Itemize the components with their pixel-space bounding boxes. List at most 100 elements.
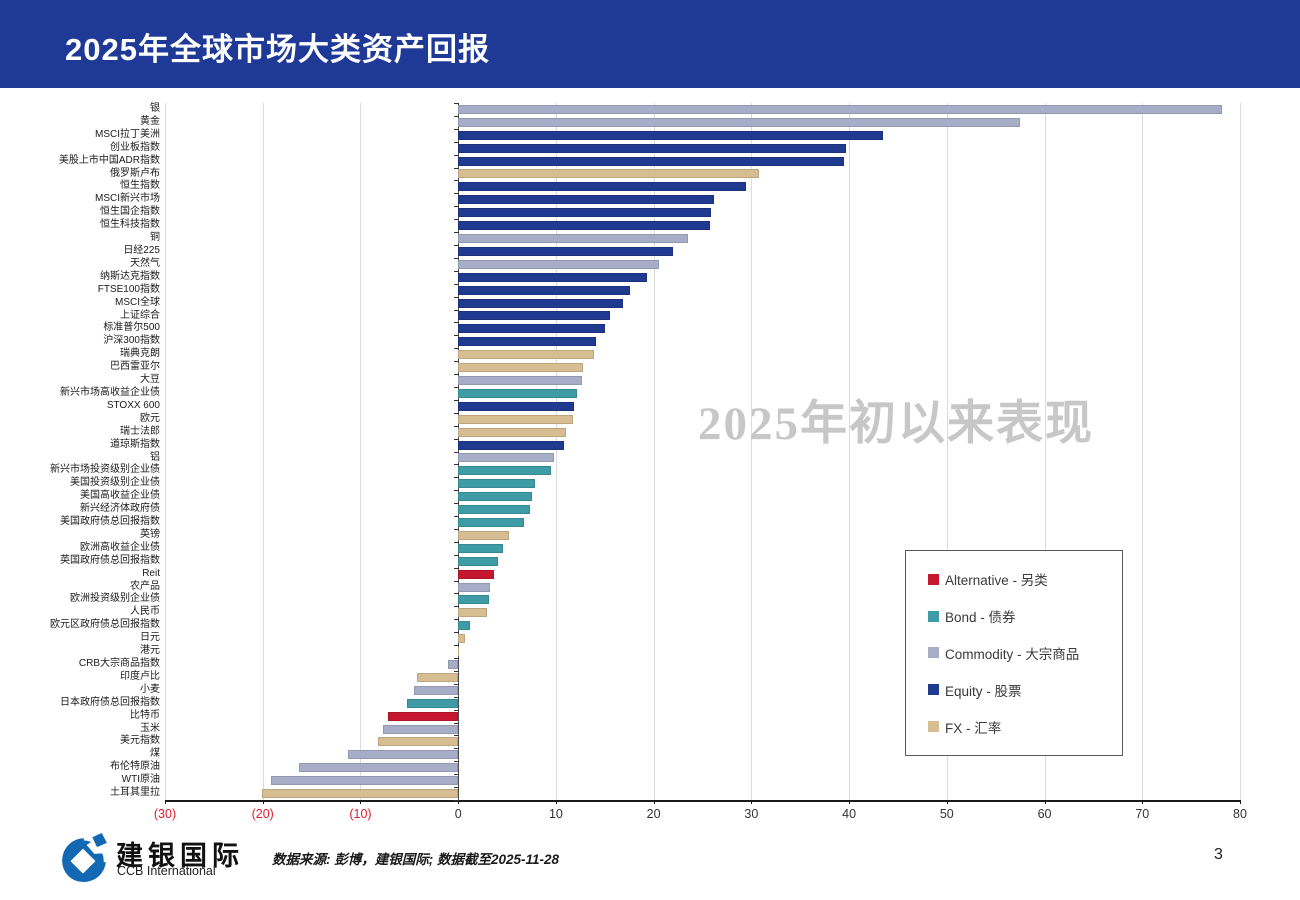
x-tick-label: (20) xyxy=(251,807,274,821)
category-axis-tick xyxy=(454,619,460,621)
category-axis-tick xyxy=(454,477,460,479)
bar-equity xyxy=(458,337,596,347)
x-axis-tick xyxy=(1142,800,1144,804)
category-axis-tick xyxy=(454,348,460,350)
bar-commodity xyxy=(414,685,459,695)
category-label: 人民币 xyxy=(130,606,160,618)
x-tick-label: (30) xyxy=(153,807,177,821)
bar-bond xyxy=(458,595,490,605)
bar-bond xyxy=(458,543,504,553)
category-label: 英镑 xyxy=(140,528,160,540)
category-label: 农产品 xyxy=(130,580,160,592)
bar-chart: (30) (20) (10) 0 10 20 30 40 50 60 70 80 银黄金 MSCI拉丁美洲… xyxy=(0,88,1300,828)
category-label: 英国政府债总回报指数 xyxy=(60,554,160,566)
bar-alternative xyxy=(458,569,495,579)
bar-equity xyxy=(458,143,847,153)
gridline xyxy=(653,103,655,800)
legend-item-alternative: Alternative - 另类 xyxy=(928,569,1122,589)
category-axis-tick xyxy=(454,103,460,104)
x-tick-label: 50 xyxy=(939,807,954,821)
category-label: 银 xyxy=(150,103,160,114)
legend-item-equity: Equity - 股票 xyxy=(928,680,1122,700)
category-axis-tick xyxy=(454,283,460,285)
category-label: 新兴市场高收益企业债 xyxy=(60,386,160,398)
category-label: 日经225 xyxy=(123,244,160,256)
bar-equity xyxy=(458,221,711,231)
category-axis-tick xyxy=(454,683,460,685)
x-tick-label: 20 xyxy=(646,807,661,821)
legend-swatch-icon xyxy=(928,573,939,585)
category-label: 恒生科技指数 xyxy=(100,219,160,231)
category-label: 标准普尔500 xyxy=(103,322,160,334)
bar-equity xyxy=(458,401,575,411)
data-source-note: 数据来源: 彭博，建银国际; 数据截至2025-11-28 xyxy=(272,852,560,867)
category-axis-tick xyxy=(454,386,460,388)
gridline xyxy=(360,103,362,800)
x-axis-tick xyxy=(849,800,851,804)
legend: Alternative - 另类 Bond - 债券 Commodity - 大宗商… xyxy=(905,550,1123,756)
bar-equity xyxy=(458,182,747,192)
category-axis-tick xyxy=(454,412,460,414)
legend-item-label: Equity - 股票 xyxy=(945,683,1022,699)
category-axis-tick xyxy=(454,206,460,208)
gridline xyxy=(165,103,166,800)
legend-swatch-icon xyxy=(928,721,939,733)
category-label: 日元 xyxy=(140,632,160,644)
bar-equity xyxy=(458,246,674,256)
x-tick-label: 0 xyxy=(454,807,462,821)
legend-item-label: FX - 汇率 xyxy=(945,720,1002,736)
bar-bond xyxy=(458,466,551,476)
category-axis-tick xyxy=(454,593,460,595)
category-label: 美股上市中国ADR指数 xyxy=(58,154,160,166)
category-label: 欧洲投资级别企业债 xyxy=(70,593,160,605)
bar-bond xyxy=(458,621,470,631)
category-axis-tick xyxy=(454,645,460,647)
x-axis-tick xyxy=(555,800,557,804)
category-axis-tick xyxy=(454,567,460,569)
category-label: 印度卢比 xyxy=(120,670,160,682)
category-label: 欧元 xyxy=(140,412,160,424)
legend-swatch-icon xyxy=(928,610,939,622)
category-axis-tick xyxy=(454,658,460,660)
category-axis-tick xyxy=(454,787,460,789)
x-tick-label: 40 xyxy=(842,807,857,821)
category-label: 道琼斯指数 xyxy=(110,438,160,450)
category-axis-tick xyxy=(454,464,460,466)
bar-fx xyxy=(261,789,459,799)
category-axis-tick xyxy=(454,503,460,505)
category-axis-tick xyxy=(454,554,460,556)
bar-alternative xyxy=(387,711,459,721)
page-title: 2025年全球市场大类资产回报 xyxy=(65,32,490,67)
bar-equity xyxy=(458,195,715,205)
x-axis-tick xyxy=(1240,800,1241,804)
category-axis-tick xyxy=(454,451,460,453)
logo-text-cn: 建银国际 xyxy=(116,841,244,871)
category-label: 新兴经济体政府债 xyxy=(80,503,160,515)
category-axis-tick xyxy=(454,374,460,376)
category-label: 煤 xyxy=(150,748,160,760)
x-axis-tick xyxy=(458,800,460,804)
category-label: 黄金 xyxy=(140,115,160,127)
x-tick-label: (10) xyxy=(349,807,372,821)
gridline xyxy=(1240,103,1241,800)
category-label: 天然气 xyxy=(130,257,160,269)
category-axis-tick xyxy=(454,309,460,311)
bar-commodity xyxy=(347,750,459,760)
bar-equity xyxy=(458,285,631,295)
bar-commodity xyxy=(458,234,688,244)
gridline xyxy=(946,103,948,800)
bar-fx xyxy=(458,414,573,424)
bar-bond xyxy=(458,479,536,489)
category-axis-tick xyxy=(454,774,460,776)
category-axis-tick xyxy=(454,296,460,298)
category-axis-tick xyxy=(454,361,460,363)
category-label: 玉米 xyxy=(140,722,160,734)
bar-commodity xyxy=(458,104,1223,114)
legend-swatch-icon xyxy=(928,647,939,659)
gridline xyxy=(555,103,557,800)
bar-bond xyxy=(458,505,530,515)
legend-item-label: Commodity - 大宗商品 xyxy=(945,646,1080,662)
bar-commodity xyxy=(298,763,459,773)
category-axis-tick xyxy=(454,322,460,324)
